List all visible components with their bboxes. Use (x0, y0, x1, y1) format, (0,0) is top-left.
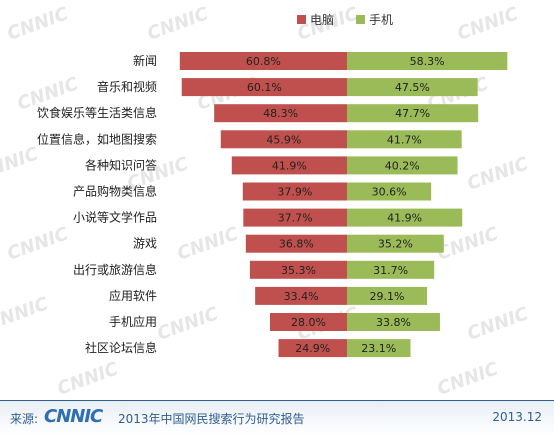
watermark-text: CNNIC (0, 293, 52, 335)
category-label: 产品购物类信息 (73, 184, 157, 199)
bar-mobile (347, 156, 458, 175)
watermark-text: CNNIC (465, 153, 532, 195)
category-label: 手机应用 (109, 314, 157, 329)
bar-mobile (347, 52, 508, 70)
data-label-pc: 36.8% (279, 238, 314, 251)
category-label: 社区论坛信息 (85, 340, 157, 355)
watermark-text: CNNIC (435, 223, 502, 265)
watermark-text: CNNIC (435, 358, 502, 400)
report-title: 2013年中国网民搜索行为研究报告 (118, 412, 305, 426)
category-label: 音乐和视频 (97, 79, 157, 94)
bar-mobile (347, 260, 435, 279)
cnnic-logo: CNNIC (44, 406, 103, 427)
data-label-mobile: 31.7% (373, 264, 408, 277)
category-label: 各种知识问答 (85, 157, 157, 172)
data-label-pc: 41.9% (272, 159, 307, 172)
legend-swatch-pc (297, 15, 306, 24)
watermark-text: CNNIC (175, 223, 242, 265)
data-label-pc: 24.9% (295, 342, 330, 355)
category-label: 饮食娱乐等生活类信息 (37, 105, 157, 120)
category-label: 小说等文学作品 (73, 210, 157, 225)
data-label-mobile: 47.5% (395, 81, 430, 94)
bar-pc (255, 286, 347, 305)
bar-mobile (347, 339, 411, 358)
bar-pc (220, 130, 347, 149)
bar-mobile (347, 104, 479, 123)
bar-mobile (347, 313, 440, 331)
legend-label-pc: 电脑 (310, 13, 334, 27)
data-label-pc: 60.1% (247, 81, 282, 94)
bar-mobile (347, 234, 444, 253)
bar-mobile (347, 208, 463, 227)
data-label-mobile: 41.7% (387, 133, 422, 146)
watermark-text: CNNIC (0, 143, 42, 185)
data-label-mobile: 58.3% (410, 55, 445, 68)
watermark-text: CNNIC (465, 303, 532, 345)
bar-mobile (347, 130, 462, 149)
watermark-text: CNNIC (455, 3, 522, 45)
source-label: 来源: (10, 412, 39, 426)
data-label-pc: 33.4% (284, 290, 319, 303)
category-label: 位置信息，如地图搜索 (37, 131, 157, 146)
footer: 来源: CNNIC 2013年中国网民搜索行为研究报告 2013.12 (0, 400, 554, 436)
category-label: 应用软件 (109, 288, 157, 303)
data-label-pc: 37.7% (278, 212, 313, 225)
data-label-mobile: 47.7% (395, 107, 430, 120)
watermark-text: CNNIC (155, 303, 222, 345)
bar-pc (214, 104, 347, 123)
data-label-mobile: 35.2% (378, 238, 413, 251)
bar-mobile (347, 182, 432, 201)
data-label-pc: 35.3% (281, 264, 316, 277)
bar-pc (243, 208, 347, 227)
data-label-pc: 45.9% (266, 133, 301, 146)
bar-pc (242, 182, 347, 201)
watermark-text: CNNIC (5, 223, 72, 265)
bar-mobile (347, 286, 428, 305)
data-label-pc: 37.9% (277, 186, 312, 199)
bar-pc (245, 234, 347, 253)
category-labels: 新闻音乐和视频饮食娱乐等生活类信息位置信息，如地图搜索各种知识问答产品购物类信息… (37, 53, 157, 355)
watermark-text: CNNIC (55, 358, 122, 400)
legend-swatch-mobile (356, 15, 365, 24)
data-label-mobile: 33.8% (376, 316, 411, 329)
data-label-pc: 48.3% (263, 107, 298, 120)
bar-pc (179, 52, 347, 70)
watermark-text: CNNIC (5, 3, 72, 45)
data-label-mobile: 23.1% (361, 342, 396, 355)
bar-pc (278, 339, 347, 358)
bar-mobile (347, 78, 478, 97)
data-label-mobile: 40.2% (385, 159, 420, 172)
bar-pc (231, 156, 347, 175)
category-label: 出行或旅游信息 (73, 262, 157, 277)
report-date: 2013.12 (492, 410, 542, 424)
data-label-pc: 60.8% (246, 55, 281, 68)
data-label-mobile: 41.9% (387, 212, 422, 225)
bars: 60.8% 58.3% 60.1% 47.5% 48.3% 47.7% 45.9% 41.7%… (179, 52, 508, 358)
data-label-pc: 28.0% (291, 316, 326, 329)
data-label-mobile: 30.6% (372, 186, 407, 199)
category-label: 新闻 (133, 53, 157, 68)
category-label: 游戏 (133, 237, 157, 251)
bar-pc (249, 260, 347, 279)
data-label-mobile: 29.1% (370, 290, 405, 303)
legend: 电脑 手机 (297, 13, 393, 27)
bar-pc (270, 313, 347, 331)
legend-label-mobile: 手机 (369, 13, 393, 27)
bar-pc (181, 78, 347, 97)
watermark-text: CNNIC (145, 3, 212, 45)
